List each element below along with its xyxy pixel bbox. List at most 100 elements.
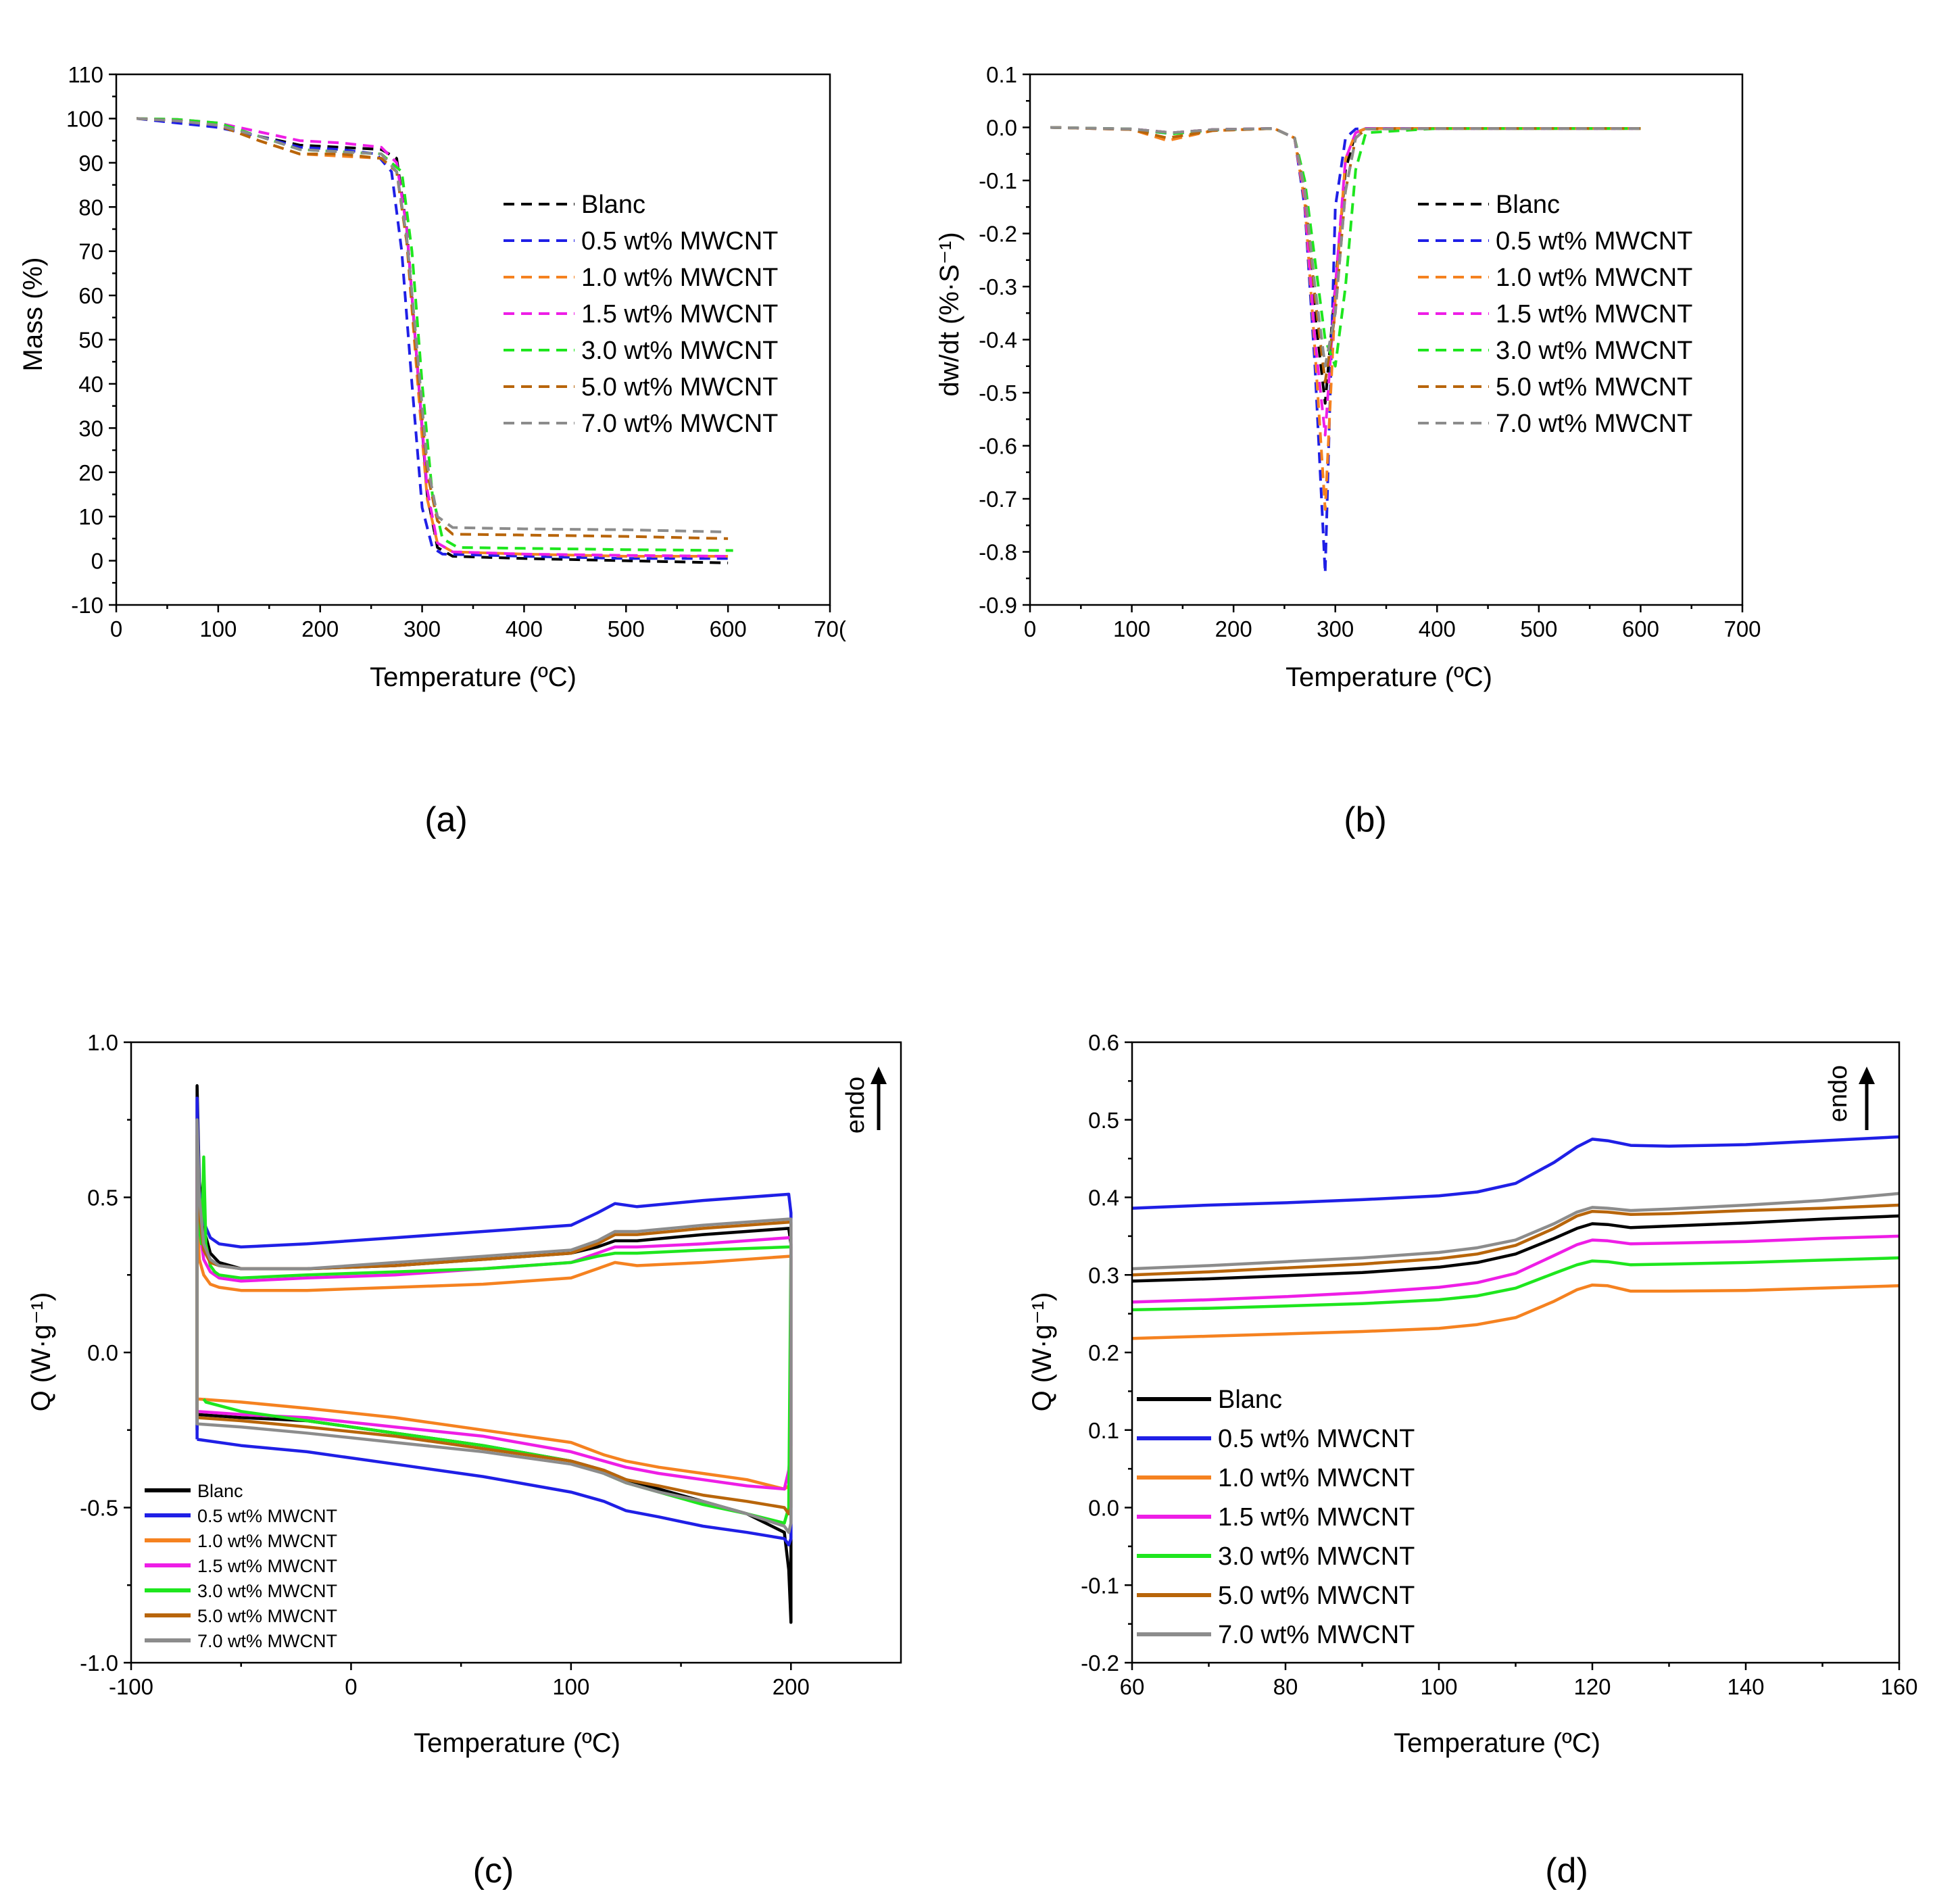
panel-c-xtick-label: -100 [109,1674,153,1699]
panel-a-ytick-label: -10 [71,593,103,618]
panel-b-derivative-chart: 0 100 200 300 400 500 600 700 -0.9 -0.8 -0.7 -0.6 -0… [935,62,1761,839]
panel-b-legend-label-1: 0.5 wt% MWCNT [1496,227,1692,255]
panel-b-series-line-3 [1050,126,1641,437]
panel-d-xtick-label: 60 [1120,1674,1145,1699]
panel-b-ytick-label: -0.5 [979,381,1017,406]
panel-b-legend-label-2: 1.0 wt% MWCNT [1496,264,1692,292]
panel-b-xtick-label: 500 [1520,616,1557,641]
panel-c-series-group [195,1084,793,1624]
panel-b-ytick-label: -0.8 [979,540,1017,565]
panel-a-legend-label-0: Blanc [581,191,645,219]
panel-a-series-line-3 [137,117,729,558]
panel-d-legend-label-0: Blanc [1218,1386,1282,1414]
panel-b-series-line-4 [1050,126,1641,368]
panel-b-legend-label-4: 3.0 wt% MWCNT [1496,337,1692,365]
panel-c-ytick-label: 1.0 [87,1030,118,1055]
panel-d-xlabel: Temperature (ºC) [1394,1728,1600,1758]
panel-d-xtick-label: 160 [1880,1674,1917,1699]
panel-d-series-line-4 [1132,1256,1899,1312]
panel-d-legend-label-6: 7.0 wt% MWCNT [1218,1621,1415,1649]
panel-c-legend-label-1: 0.5 wt% MWCNT [197,1506,337,1526]
panel-a-xlabel: Temperature (ºC) [370,662,577,692]
panel-b-legend-label-6: 7.0 wt% MWCNT [1496,410,1692,438]
panel-a-xtick-label: 600 [710,616,747,641]
panel-c-legend-label-4: 3.0 wt% MWCNT [197,1581,337,1601]
panel-d-ytick-label: -0.2 [1081,1651,1119,1676]
panel-a-ylabel: Mass (%) [18,258,48,372]
panel-a-series-line-6 [137,117,729,534]
panel-d-xtick-label: 80 [1273,1674,1298,1699]
panel-b-xtick-label: 200 [1215,616,1252,641]
panel-d-series-line-1 [1132,1135,1899,1210]
panel-d-dsc-zoom-chart: 60 80 100 120 140 160 -0.2 -0.1 0.0 0.1 0.2 0.3 0.4 0… [1027,1030,1918,1890]
panel-a-ytick-label: 90 [78,151,103,176]
panel-b-xlabel: Temperature (ºC) [1285,662,1492,692]
panel-b-series-line-6 [1050,126,1641,368]
panel-a-ytick-label: 50 [78,328,103,353]
panel-b-xtick-label: 700 [1723,616,1761,641]
panel-b-legend: Blanc 0.5 wt% MWCNT 1.0 wt% MWCNT 1.5 wt% M… [1418,191,1692,438]
panel-d-ytick-label: 0.2 [1088,1340,1119,1365]
panel-c-dsc-chart: -100 0 100 200 -1.0 -0.5 0.0 0.5 1.0 Blanc 0.5 wt%… [26,1030,902,1890]
panel-a-xtick-label: 400 [506,616,543,641]
panel-d-ytick-label: 0.1 [1088,1418,1119,1443]
panel-a-ytick-label: 0 [91,549,103,574]
panel-c-ytick-label: -0.5 [80,1496,118,1521]
panel-b-legend-label-3: 1.5 wt% MWCNT [1496,300,1692,328]
panel-d-ytick-label: 0.5 [1088,1108,1119,1133]
panel-a-plot-area: 0 100 200 300 400 500 600 70(-10 0 10 20 30 40 50 60 70… [66,62,846,641]
panel-d-ytick-label: 0.4 [1088,1186,1119,1211]
panel-a-xtick-label: 200 [301,616,339,641]
panel-a-legend: Blanc 0.5 wt% MWCNT 1.0 wt% MWCNT 1.5 wt% M… [504,191,778,438]
panel-b-ytick-label: 0.1 [986,62,1017,87]
panel-d-legend-label-3: 1.5 wt% MWCNT [1218,1503,1415,1532]
panel-b-ytick-label: -0.7 [979,487,1017,512]
panel-d-series-line-6 [1132,1192,1899,1271]
panel-b-ytick-label: -0.4 [979,328,1017,353]
panel-b-xtick-label: 400 [1419,616,1456,641]
panel-b-ytick-label: -0.2 [979,222,1017,247]
panel-b-ytick-label: -0.1 [979,168,1017,193]
panel-a-legend-label-3: 1.5 wt% MWCNT [581,300,778,328]
panel-c-ytick-label: 0.5 [87,1186,118,1211]
panel-a-legend-label-6: 7.0 wt% MWCNT [581,410,778,438]
panel-d-xtick-label: 140 [1727,1674,1764,1699]
panel-a-xtick-label: 0 [110,616,122,641]
panel-a-ytick-label: 40 [78,372,103,397]
panel-d-ytick-label: -0.1 [1081,1573,1119,1598]
panel-a-legend-label-4: 3.0 wt% MWCNT [581,337,778,365]
panel-a-legend-label-1: 0.5 wt% MWCNT [581,227,778,255]
panel-c-xtick-label: 100 [552,1674,589,1699]
panel-b-plot-area: 0 100 200 300 400 500 600 700 -0.9 -0.8 -0.7 -0.6 -0… [979,62,1761,641]
panel-d-series-line-5 [1132,1203,1899,1277]
panel-d-ytick-label: 0.3 [1088,1263,1119,1288]
panel-b-label: (b) [1344,800,1387,839]
panel-c-label: (c) [473,1851,514,1890]
panel-b-series-group [1050,126,1641,575]
panel-a-mass-chart: 0 100 200 300 400 500 600 70(-10 0 10 20 30 40 50 60 70… [18,62,846,839]
panel-b-xtick-label: 0 [1024,616,1036,641]
panel-c-xtick-label: 0 [345,1674,357,1699]
panel-d-xtick-label: 120 [1573,1674,1611,1699]
panel-d-legend-label-5: 5.0 wt% MWCNT [1218,1582,1415,1610]
panel-c-ytick-label: 0.0 [87,1340,118,1365]
panel-a-xtick-label: 500 [608,616,645,641]
panel-c-series-line-1 [195,1096,793,1546]
panel-d-legend-label-4: 3.0 wt% MWCNT [1218,1542,1415,1571]
panel-c-xtick-label: 200 [773,1674,810,1699]
panel-a-legend-label-2: 1.0 wt% MWCNT [581,264,778,292]
panel-c-legend-label-3: 1.5 wt% MWCNT [197,1556,337,1576]
panel-b-ytick-label: -0.6 [979,434,1017,459]
panel-c-legend: Blanc 0.5 wt% MWCNT 1.0 wt% MWCNT 1.5 wt% M… [145,1481,337,1651]
panel-a-legend-label-5: 5.0 wt% MWCNT [581,373,778,401]
panel-d-endo-arrow-icon [1859,1067,1875,1130]
panel-a-ytick-label: 20 [78,460,103,485]
panel-c-endo-arrow-icon [871,1067,887,1130]
panel-d-legend: Blanc 0.5 wt% MWCNT 1.0 wt% MWCNT 1.5 wt% M… [1137,1386,1415,1649]
panel-d-series-line-2 [1132,1283,1899,1340]
panel-a-series-line-1 [136,117,729,560]
panel-d-endo-label: endo [1824,1065,1853,1123]
panel-c-ylabel: Q (W·g⁻¹) [26,1292,56,1412]
panel-a-label: (a) [424,800,468,839]
panel-a-ytick-label: 80 [78,195,103,220]
